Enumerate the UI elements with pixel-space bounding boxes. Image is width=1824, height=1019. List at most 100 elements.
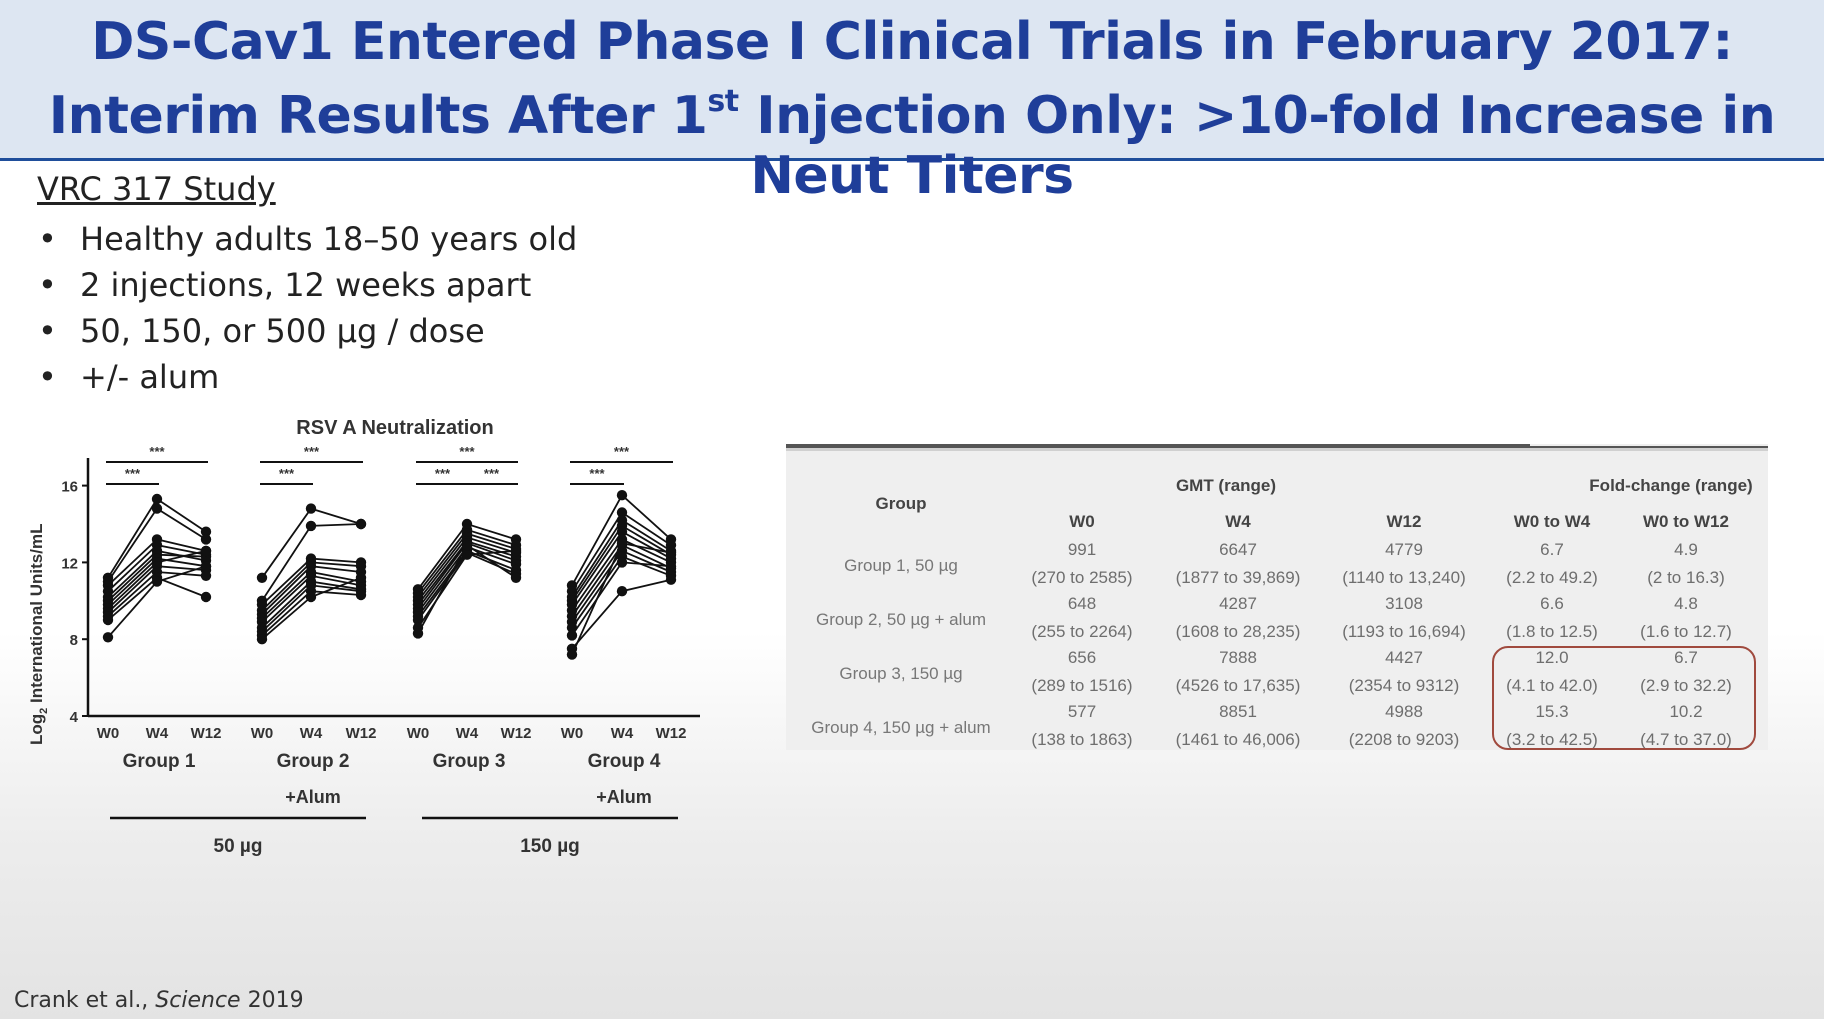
data-point bbox=[256, 572, 268, 583]
data-point bbox=[355, 518, 367, 530]
cell-value: 577 bbox=[1067, 702, 1097, 721]
table-cell: 7888 (4526 to 17,635) bbox=[1163, 648, 1313, 696]
data-point bbox=[616, 538, 628, 549]
cell-value: 4287 bbox=[1219, 594, 1257, 613]
data-point bbox=[616, 557, 628, 568]
data-point bbox=[151, 493, 163, 505]
significance-label: *** bbox=[589, 466, 605, 481]
gmt-table: Group GMT (range) Fold-change (range) W0 W4 W… bbox=[786, 444, 1768, 750]
chart-title: RSV A Neutralization bbox=[296, 417, 493, 439]
cell-range: (1.8 to 12.5) bbox=[1506, 622, 1598, 641]
data-point bbox=[355, 589, 367, 601]
data-point bbox=[102, 614, 114, 626]
cell-value: 4779 bbox=[1385, 540, 1423, 559]
data-point bbox=[665, 547, 677, 558]
bullet-text: 50, 150, or 500 µg / dose bbox=[80, 312, 485, 350]
cell-range: (2 to 16.3) bbox=[1647, 568, 1725, 587]
table-row-group-label: Group 2, 50 µg + alum bbox=[816, 610, 986, 629]
title-line-2-start: Interim Results After 1 bbox=[48, 86, 708, 146]
y-tick-label: 12 bbox=[61, 555, 78, 572]
cell-value: 4988 bbox=[1385, 702, 1423, 721]
cell-range: (1877 to 39,869) bbox=[1175, 568, 1301, 587]
cell-value: 648 bbox=[1067, 594, 1097, 613]
cell-value: 15.3 bbox=[1535, 702, 1569, 721]
cell-range: (1.6 to 12.7) bbox=[1640, 622, 1732, 641]
table-header-group: Group bbox=[875, 494, 927, 513]
cell-range: (270 to 2585) bbox=[1031, 568, 1133, 587]
cell-range: (255 to 2264) bbox=[1031, 622, 1133, 641]
table-cell: 12.0 (4.1 to 42.0) bbox=[1477, 648, 1627, 696]
bullet-text: Healthy adults 18–50 years old bbox=[80, 220, 578, 258]
data-point bbox=[665, 561, 677, 572]
data-point bbox=[616, 526, 628, 537]
data-point bbox=[510, 545, 522, 557]
table-cell: 3108 (1193 to 16,694) bbox=[1329, 594, 1479, 642]
data-point bbox=[566, 630, 578, 641]
data-point bbox=[151, 503, 163, 514]
x-tick-label: W0 bbox=[407, 725, 430, 742]
data-point bbox=[305, 520, 317, 532]
data-point bbox=[665, 574, 677, 585]
significance-label: *** bbox=[125, 466, 141, 481]
highlight-box bbox=[1492, 646, 1756, 750]
table-header-gmt: GMT (range) bbox=[1175, 476, 1277, 495]
data-point bbox=[256, 634, 268, 645]
cell-range: (2.2 to 49.2) bbox=[1506, 568, 1598, 587]
table-column-header: W0 to W4 bbox=[1513, 512, 1591, 531]
data-point bbox=[461, 549, 473, 560]
x-tick-label: W12 bbox=[191, 725, 222, 742]
table-cell: 4988 (2208 to 9203) bbox=[1329, 702, 1479, 750]
data-point bbox=[616, 490, 628, 501]
data-point bbox=[200, 545, 212, 557]
x-tick-label: W4 bbox=[456, 725, 479, 742]
cell-value: 6647 bbox=[1219, 540, 1257, 559]
table-cell: 15.3 (3.2 to 42.5) bbox=[1477, 702, 1627, 750]
cell-value: 4.9 bbox=[1674, 540, 1698, 559]
table-cell: 10.2 (4.7 to 37.0) bbox=[1611, 702, 1761, 750]
data-point bbox=[355, 572, 367, 583]
header-rule bbox=[786, 444, 1530, 446]
x-tick-label: W0 bbox=[97, 725, 120, 742]
group-label: Group 4 bbox=[588, 751, 661, 772]
neutralization-chart: RSV A Neutralization 4 8 12 16 Log2 Internati… bbox=[27, 417, 700, 857]
slide-title-line-2: Interim Results After 1st Injection Only… bbox=[0, 86, 1824, 206]
table-cell: 8851 (1461 to 46,006) bbox=[1163, 702, 1313, 750]
cell-value: 7888 bbox=[1219, 648, 1257, 667]
table-cell: 4.9 (2 to 16.3) bbox=[1611, 540, 1761, 588]
citation: Crank et al., Science 2019 bbox=[14, 988, 304, 1013]
dose-group-label: 50 µg bbox=[214, 836, 263, 857]
group-label: Group 3 bbox=[433, 751, 506, 772]
group-sublabel: +Alum bbox=[596, 787, 652, 807]
significance-label: *** bbox=[459, 444, 475, 459]
data-point bbox=[566, 649, 578, 660]
citation-year: 2019 bbox=[240, 988, 304, 1013]
data-point bbox=[616, 586, 628, 597]
bullet-text: +/- alum bbox=[80, 358, 220, 396]
x-tick-label: W0 bbox=[251, 725, 274, 742]
y-tick-label: 4 bbox=[70, 709, 79, 726]
bullet-dot: • bbox=[38, 266, 57, 304]
table-cell: 6.7 (2.2 to 49.2) bbox=[1477, 540, 1627, 588]
cell-value: 991 bbox=[1067, 540, 1097, 559]
table-column-header: W12 bbox=[1386, 512, 1422, 531]
table-row-group-label: Group 4, 150 µg + alum bbox=[811, 718, 991, 737]
table-column-header: W4 bbox=[1225, 512, 1251, 531]
table-cell: 577 (138 to 1863) bbox=[1007, 702, 1157, 750]
group-sublabel: +Alum bbox=[285, 787, 341, 807]
table-cell: 4427 (2354 to 9312) bbox=[1329, 648, 1479, 696]
data-point bbox=[200, 561, 212, 572]
cell-range: (4.1 to 42.0) bbox=[1506, 676, 1598, 695]
y-tick-label: 8 bbox=[70, 632, 78, 649]
bullet-dot: • bbox=[38, 312, 57, 350]
bullet-dot: • bbox=[38, 358, 57, 396]
significance-label: *** bbox=[435, 466, 451, 481]
significance-label: *** bbox=[304, 444, 320, 459]
bullet-text: 2 injections, 12 weeks apart bbox=[80, 266, 532, 304]
table-cell: 991 (270 to 2585) bbox=[1007, 540, 1157, 588]
citation-journal: Science bbox=[155, 988, 241, 1013]
table-cell: 6647 (1877 to 39,869) bbox=[1163, 540, 1313, 588]
data-point bbox=[616, 507, 628, 518]
study-bullet-list: • Healthy adults 18–50 years old • 2 injec… bbox=[36, 216, 577, 400]
significance-label: *** bbox=[279, 466, 295, 481]
citation-authors: Crank et al., bbox=[14, 988, 156, 1013]
